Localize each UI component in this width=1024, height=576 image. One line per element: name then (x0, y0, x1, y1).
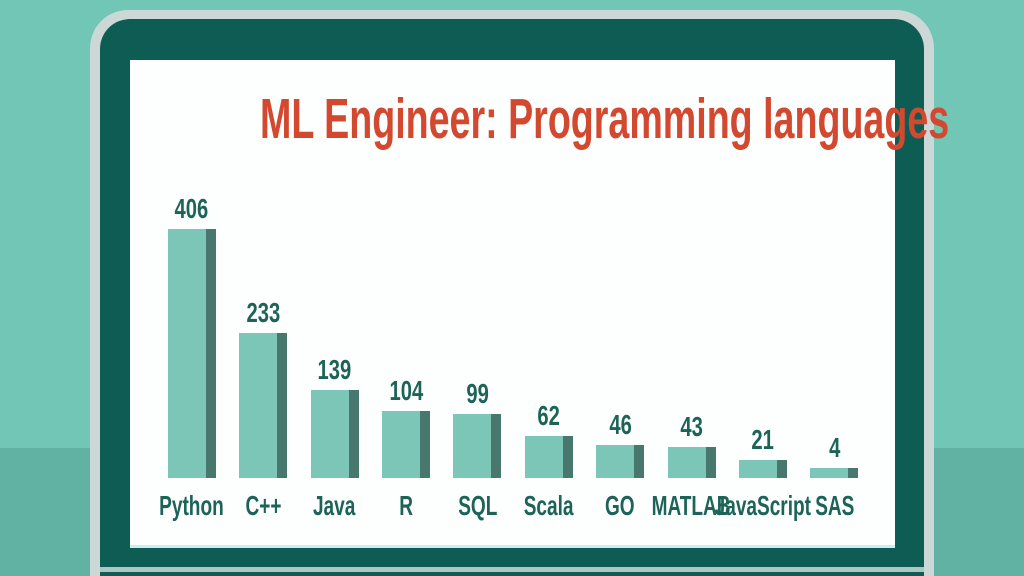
bar (453, 414, 502, 478)
bar-value: 99 (466, 378, 489, 409)
bar (524, 436, 573, 478)
bar-column: 46 GO (584, 188, 655, 520)
bar-label: SQL (457, 490, 497, 521)
bar-label: Python (159, 490, 224, 521)
bar (381, 411, 430, 478)
bar (239, 333, 288, 478)
bar-column: 139 Java (299, 188, 370, 520)
bar (310, 390, 359, 478)
bar-value: 46 (608, 409, 632, 440)
laptop-screen: ML Engineer: Programming languages 406 Py… (130, 60, 950, 548)
bar (167, 229, 216, 478)
chart-title: ML Engineer: Programming languages (260, 87, 950, 151)
bar-label: GO (605, 490, 635, 521)
bar-column: 233 C++ (227, 188, 298, 520)
bar-value: 406 (174, 193, 209, 224)
bar (667, 447, 716, 478)
bar-column: 406 Python (156, 188, 227, 520)
laptop-hinge (95, 567, 929, 572)
bar-column: 99 SQL (442, 188, 513, 520)
bar-value: 62 (537, 400, 560, 431)
bar-column: 21 JavaScript (715, 188, 811, 520)
bar-label: JavaScript (714, 490, 812, 521)
bar-value: 104 (389, 375, 423, 406)
bar-label: C++ (245, 490, 282, 521)
bar-label: Java (313, 490, 356, 521)
bar-label: MATLAB (652, 490, 732, 521)
bar-value: 233 (246, 297, 280, 328)
bar-chart: 406 Python 233 C++ 139 Java 104 R 99 SQL 62 Scala 46… (156, 188, 870, 520)
bar-column: 104 R (370, 188, 441, 520)
bar-value: 21 (751, 424, 775, 455)
bar-column: 43 MATLAB (652, 188, 731, 520)
laptop-frame: ML Engineer: Programming languages 406 Py… (90, 10, 950, 576)
bar (738, 460, 787, 478)
bar-value: 4 (828, 432, 840, 463)
bar-value: 43 (680, 411, 703, 442)
bar-column: 62 Scala (513, 188, 584, 520)
bar-value: 139 (317, 354, 352, 385)
bar-label: R (399, 490, 413, 521)
bar (596, 445, 645, 478)
bar (810, 468, 859, 478)
bar-label: SAS (814, 490, 854, 521)
bar-column: 4 SAS (799, 188, 870, 520)
bar-label: Scala (523, 490, 574, 521)
